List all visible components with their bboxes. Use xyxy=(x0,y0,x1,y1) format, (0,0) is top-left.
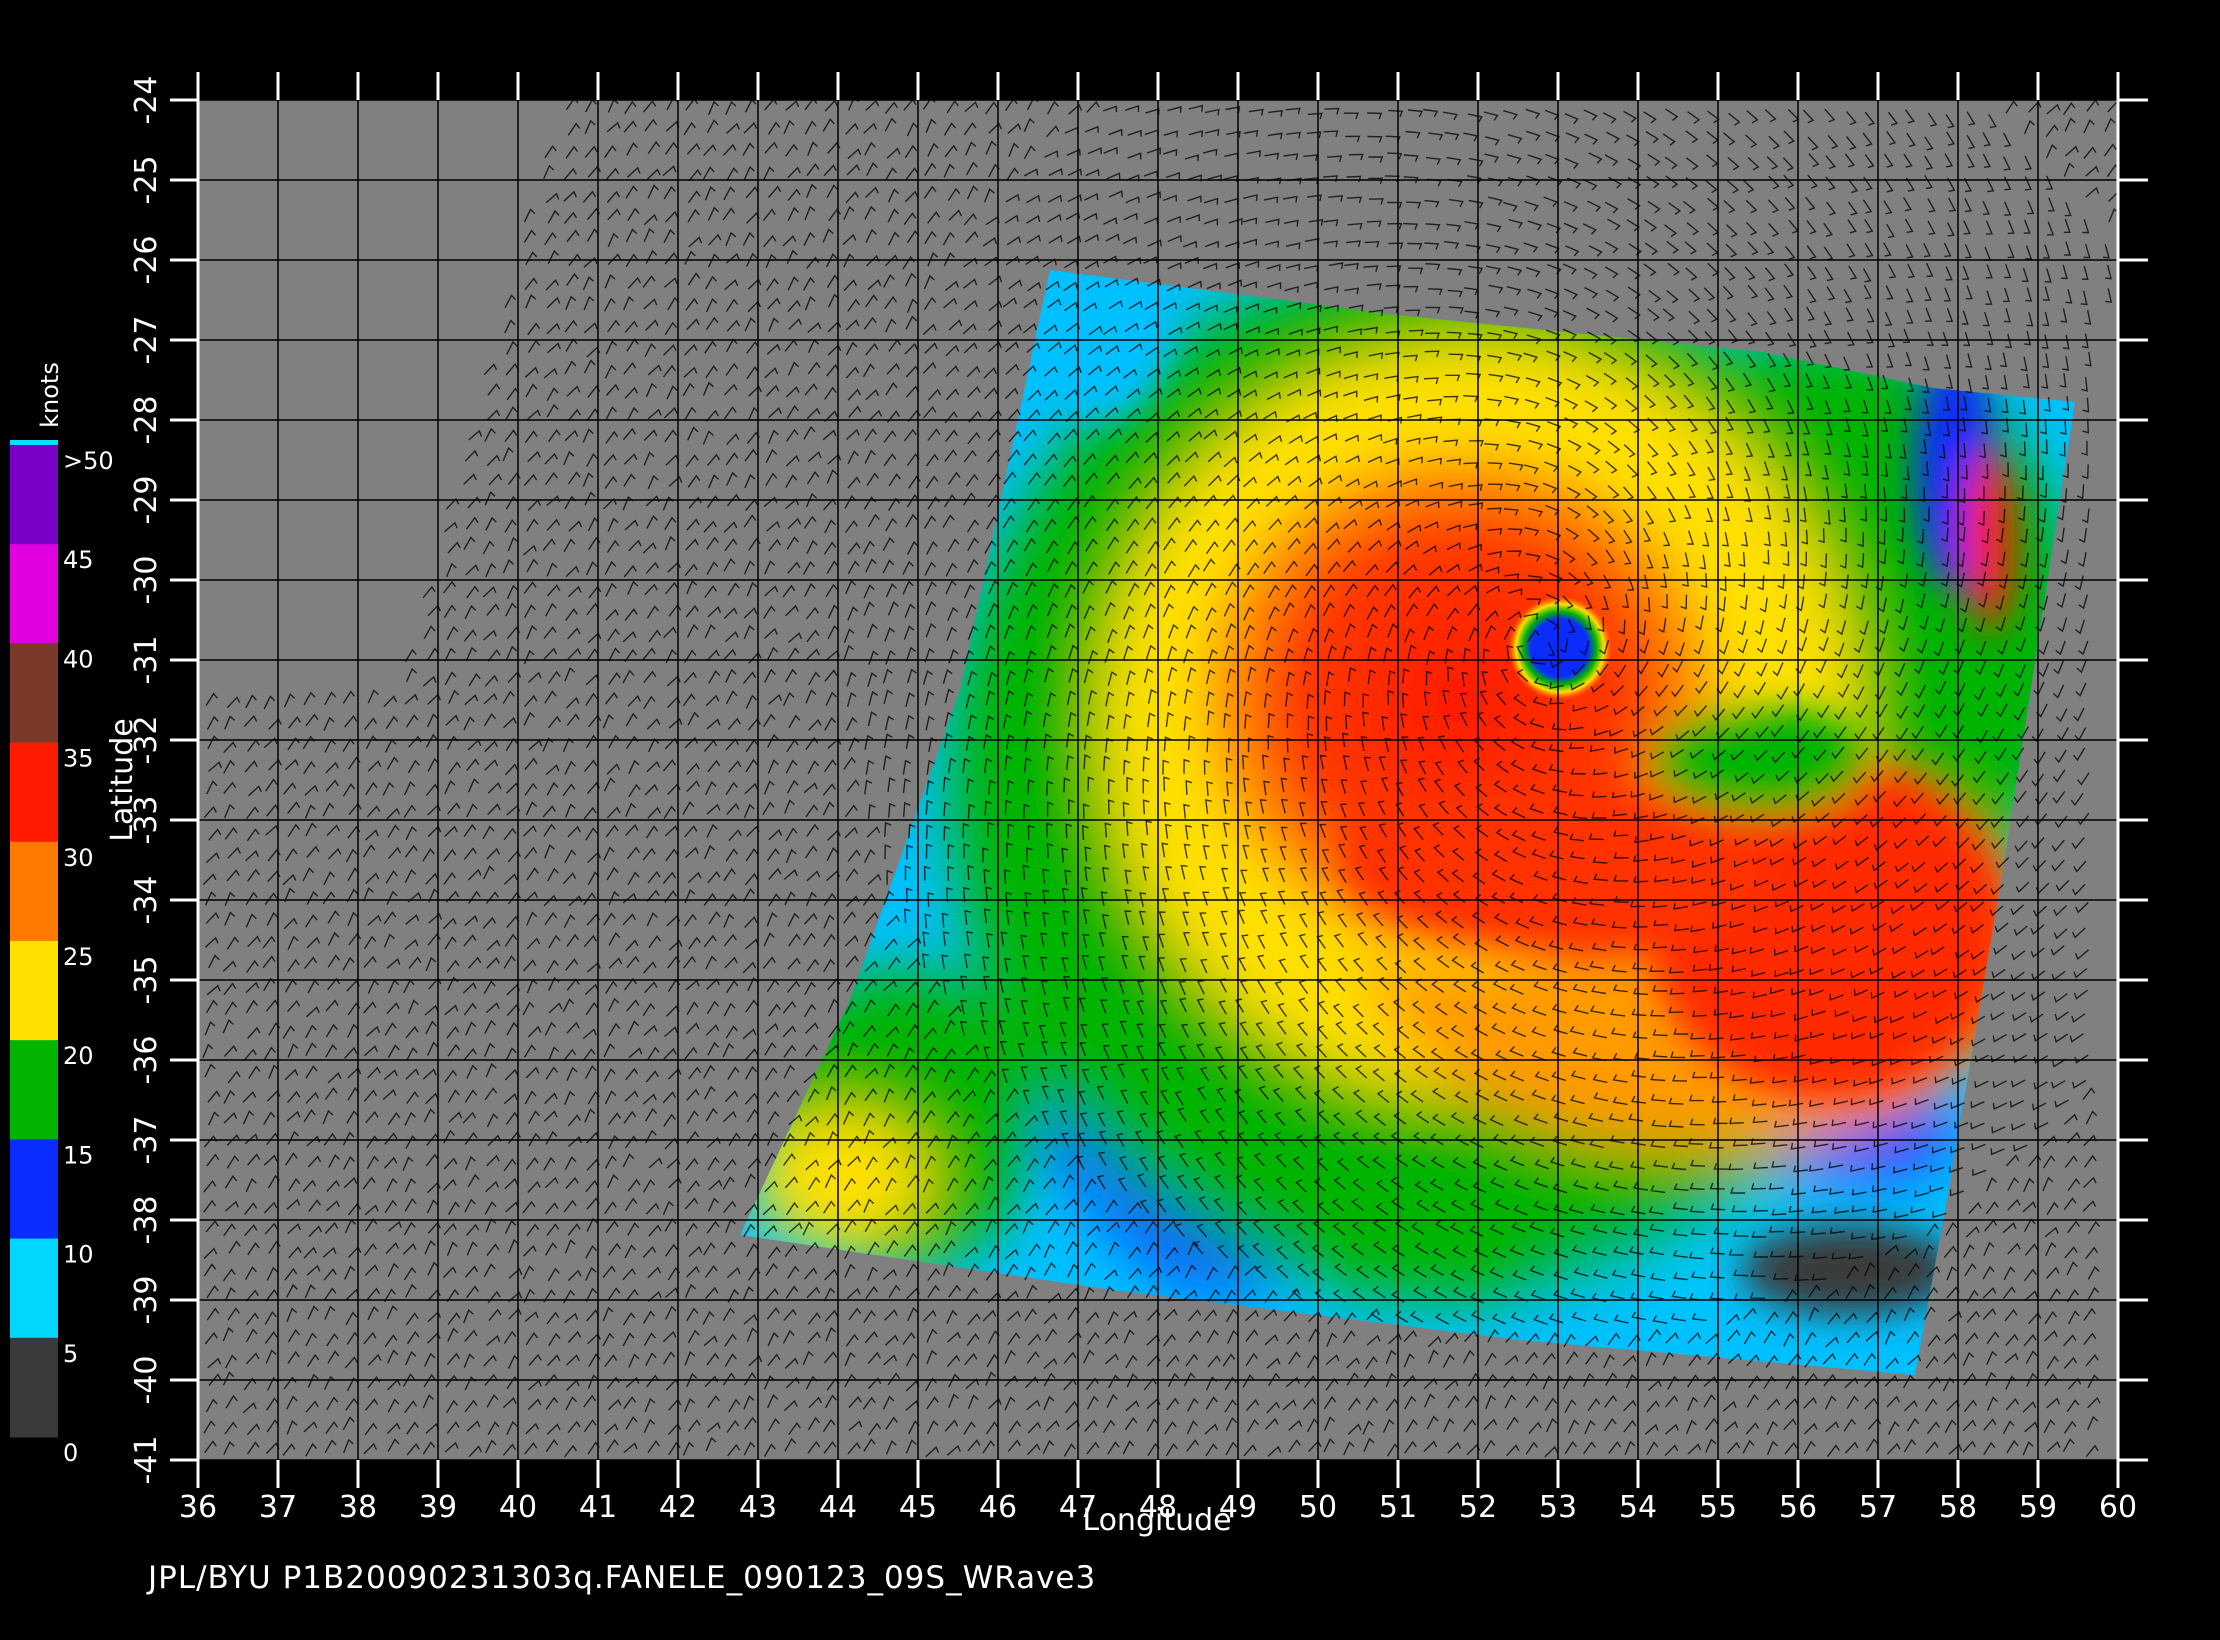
color-scale-legend: >50 45 40 35 30 25 20 15 10 5 0 xyxy=(10,440,114,1467)
legend-tick-label: 20 xyxy=(63,1042,94,1070)
x-tick-label: 59 xyxy=(2019,1490,2057,1525)
x-tick-label: 55 xyxy=(1699,1490,1737,1525)
y-tick-label: -33 xyxy=(129,796,164,845)
legend-tick-label: 40 xyxy=(63,645,94,673)
legend-band xyxy=(10,643,58,744)
x-tick-label: 57 xyxy=(1859,1490,1897,1525)
y-tick-label: -30 xyxy=(129,556,164,605)
legend-band xyxy=(10,1040,58,1140)
wind-barb-field xyxy=(202,100,2118,1458)
legend-band xyxy=(10,941,58,1041)
y-tick-label: -28 xyxy=(129,396,164,445)
legend-band xyxy=(10,742,58,843)
x-tick-label: 58 xyxy=(1939,1490,1977,1525)
x-tick-label: 43 xyxy=(739,1490,777,1525)
wind-barbs xyxy=(202,100,2118,1458)
x-tick-label: 47 xyxy=(1059,1490,1097,1525)
y-tick-label: -29 xyxy=(129,476,164,525)
y-tick-label: -25 xyxy=(129,156,164,205)
y-tick-label: -40 xyxy=(129,1356,164,1405)
x-tick-label: 46 xyxy=(979,1490,1017,1525)
product-caption: JPL/BYU P1B20090231303q.FANELE_090123_09… xyxy=(148,1560,1097,1596)
x-tick-label: 53 xyxy=(1539,1490,1577,1525)
x-tick-label: 48 xyxy=(1139,1490,1177,1525)
y-tick-label: -35 xyxy=(129,956,164,1005)
y-tick-label: -38 xyxy=(129,1196,164,1245)
x-tick-label: 56 xyxy=(1779,1490,1817,1525)
x-tick-label: 39 xyxy=(419,1490,457,1525)
x-axis-label: Longitude xyxy=(1082,1503,1231,1538)
y-tick-label: -32 xyxy=(129,716,164,765)
storm-eye xyxy=(1508,596,1612,700)
y-tick-label: -26 xyxy=(129,236,164,285)
legend-band xyxy=(10,1238,58,1339)
axes: 36 37 38 39 40 41 42 43 44 45 46 47 48 49 50 51 52 53 54 55… xyxy=(129,72,2148,1525)
legend-tick-label: 15 xyxy=(63,1141,94,1169)
x-tick-label: 45 xyxy=(899,1490,937,1525)
legend-band xyxy=(10,841,58,942)
x-tick-label: 38 xyxy=(339,1490,377,1525)
legend-tick-label: >50 xyxy=(63,447,114,475)
legend-tick-label: 5 xyxy=(63,1340,78,1368)
legend-band xyxy=(10,445,58,545)
legend-tick-label: 30 xyxy=(63,844,94,872)
y-tick-label: -41 xyxy=(129,1436,164,1485)
y-tick-label: -27 xyxy=(129,316,164,365)
legend-tick-label: 10 xyxy=(63,1241,94,1269)
legend-band xyxy=(10,544,58,644)
x-tick-label: 51 xyxy=(1379,1490,1417,1525)
y-tick-label: -37 xyxy=(129,1116,164,1165)
y-tick-label: -36 xyxy=(129,1036,164,1085)
x-tick-label: 42 xyxy=(659,1490,697,1525)
y-tick-label: -24 xyxy=(129,76,164,125)
legend-tick-label: 0 xyxy=(63,1439,78,1467)
x-tick-label: 49 xyxy=(1219,1490,1257,1525)
x-tick-label: 52 xyxy=(1459,1490,1497,1525)
x-tick-label: 36 xyxy=(179,1490,217,1525)
x-tick-label: 40 xyxy=(499,1490,537,1525)
x-tick-label: 60 xyxy=(2099,1490,2137,1525)
y-tick-label: -34 xyxy=(129,876,164,925)
x-tick-label: 41 xyxy=(579,1490,617,1525)
legend-unit-label: knots xyxy=(36,362,64,428)
legend-tick-label: 35 xyxy=(63,745,94,773)
legend-band xyxy=(10,1139,58,1240)
x-tick-label: 50 xyxy=(1299,1490,1337,1525)
legend-tick-label: 45 xyxy=(63,546,94,574)
x-tick-label: 37 xyxy=(259,1490,297,1525)
y-tick-label: -39 xyxy=(129,1276,164,1325)
legend-tick-label: 25 xyxy=(63,943,94,971)
legend-band xyxy=(10,1337,58,1438)
y-axis-label: Latitude xyxy=(105,718,140,841)
legend-overflow-stripe xyxy=(10,440,58,445)
x-tick-label: 54 xyxy=(1619,1490,1657,1525)
y-tick-label: -31 xyxy=(129,636,164,685)
x-tick-label: 44 xyxy=(819,1490,857,1525)
